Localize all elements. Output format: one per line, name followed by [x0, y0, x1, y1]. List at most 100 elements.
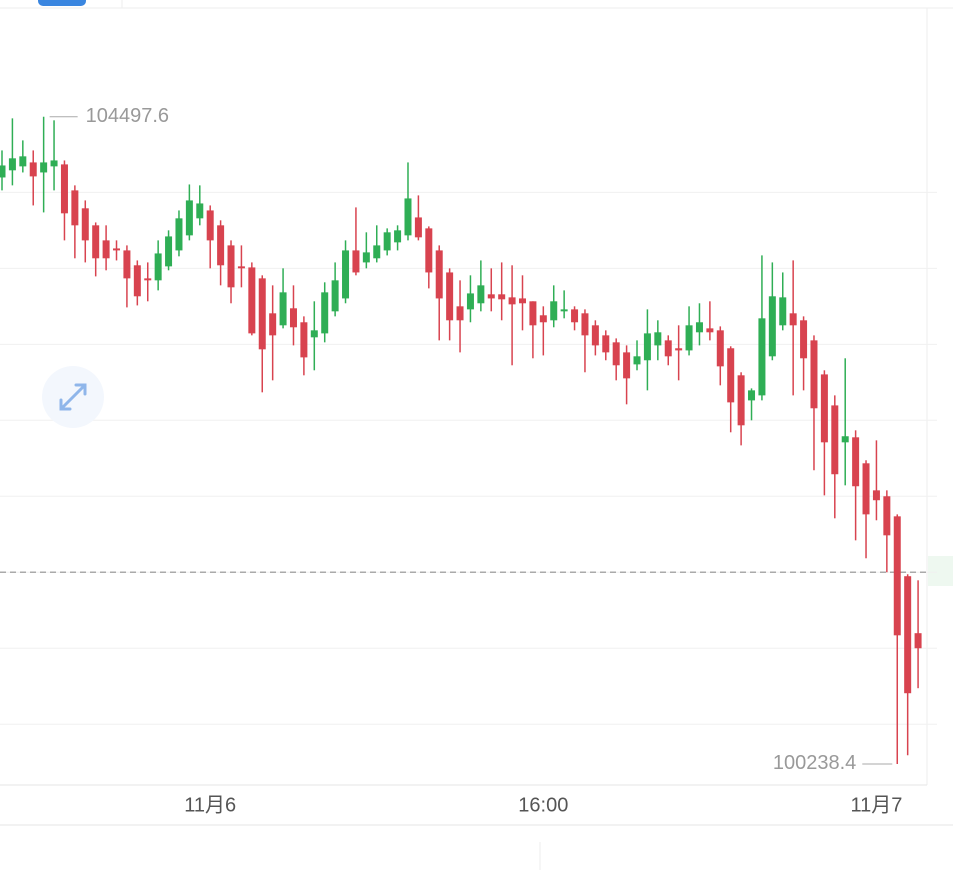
candle-body: [217, 225, 225, 266]
candle-body: [550, 301, 558, 321]
top-tab[interactable]: [38, 0, 86, 6]
x-tick-label: 16:00: [518, 794, 568, 816]
labels: 11月6 16:00 11月7 104497.6 100238.4: [49, 105, 902, 816]
candle-body: [591, 325, 599, 346]
candle-body: [60, 164, 68, 214]
candle-body: [342, 250, 350, 299]
candle-body: [414, 217, 422, 238]
candle-body: [40, 162, 48, 173]
candle-body: [758, 318, 766, 396]
candle-body: [529, 301, 537, 326]
candle-body: [373, 245, 381, 259]
candle-body: [248, 267, 256, 334]
candle-body: [893, 516, 901, 636]
candle-body: [560, 309, 568, 312]
candles: [0, 116, 922, 764]
candle-body: [789, 313, 797, 326]
candle-body: [258, 278, 266, 350]
candle-body: [904, 576, 912, 694]
candle-body: [196, 203, 204, 219]
candle-body: [289, 308, 297, 328]
x-tick-label: 11月6: [184, 794, 236, 816]
candle-body: [165, 236, 173, 267]
candle-body: [71, 190, 79, 226]
candle-body: [29, 162, 37, 177]
grid: [0, 191, 937, 725]
candle-body: [664, 340, 672, 357]
candle-body: [612, 342, 620, 366]
candle-body: [748, 390, 756, 401]
candle-body: [779, 297, 787, 326]
candle-body: [883, 496, 891, 536]
candle-body: [914, 633, 922, 649]
candle-body: [508, 297, 516, 305]
candle-body: [435, 250, 443, 299]
candle-body: [872, 490, 880, 501]
candle-body: [331, 280, 339, 312]
candle-body: [841, 436, 849, 443]
candle-body: [519, 298, 526, 304]
candle-body: [643, 333, 651, 361]
candle-body: [269, 313, 277, 336]
candle-body: [675, 348, 683, 351]
candle-body: [581, 313, 589, 336]
candle-body: [446, 272, 454, 321]
candle-body: [102, 240, 110, 259]
candle-body: [654, 332, 662, 346]
candle-body: [706, 328, 714, 333]
candle-body: [362, 252, 370, 263]
candle-body: [768, 296, 776, 357]
candle-body: [123, 250, 131, 279]
candle-body: [727, 348, 735, 403]
candle-body: [716, 330, 724, 367]
candle-body: [425, 228, 433, 273]
candle-body: [279, 292, 287, 326]
candle-body: [237, 266, 245, 269]
candle-body: [383, 232, 391, 251]
candle-body: [539, 315, 547, 323]
price-badge: [928, 556, 953, 586]
candle-body: [623, 352, 631, 379]
candle-body: [633, 356, 641, 365]
candle-body: [831, 405, 839, 475]
candle-body: [404, 198, 412, 236]
candle-body: [81, 208, 89, 241]
candle-body: [8, 158, 16, 171]
candle-body: [144, 278, 152, 281]
candle-body: [154, 253, 162, 281]
candle-body: [113, 248, 121, 251]
candle-body: [695, 322, 703, 333]
candle-body: [50, 160, 58, 167]
candle-body: [466, 293, 474, 310]
candle-body: [820, 374, 828, 443]
candle-body: [394, 230, 402, 243]
candle-body: [685, 325, 693, 351]
candle-body: [206, 210, 214, 241]
candle-body: [800, 320, 808, 359]
candle-body: [352, 250, 360, 273]
candle-body: [310, 330, 318, 338]
expand-button[interactable]: [42, 366, 104, 428]
min-label: 100238.4: [773, 752, 856, 774]
candle-body: [477, 285, 485, 304]
candle-body: [175, 218, 183, 251]
candle-body: [602, 335, 610, 353]
x-tick-label: 11月7: [850, 794, 902, 816]
candle-body: [852, 437, 860, 487]
candle-body: [487, 294, 495, 299]
candle-body: [810, 340, 818, 409]
candle-body: [862, 463, 870, 515]
candle-body: [92, 225, 100, 259]
candle-body: [185, 200, 193, 236]
candle-body: [498, 294, 506, 300]
candle-body: [19, 156, 27, 167]
candle-body: [0, 165, 6, 178]
candle-body: [300, 322, 308, 358]
candle-body: [456, 306, 464, 321]
candle-body: [571, 309, 579, 323]
candle-body: [227, 245, 235, 288]
candle-body: [133, 265, 141, 297]
expand-icon[interactable]: [59, 383, 87, 411]
